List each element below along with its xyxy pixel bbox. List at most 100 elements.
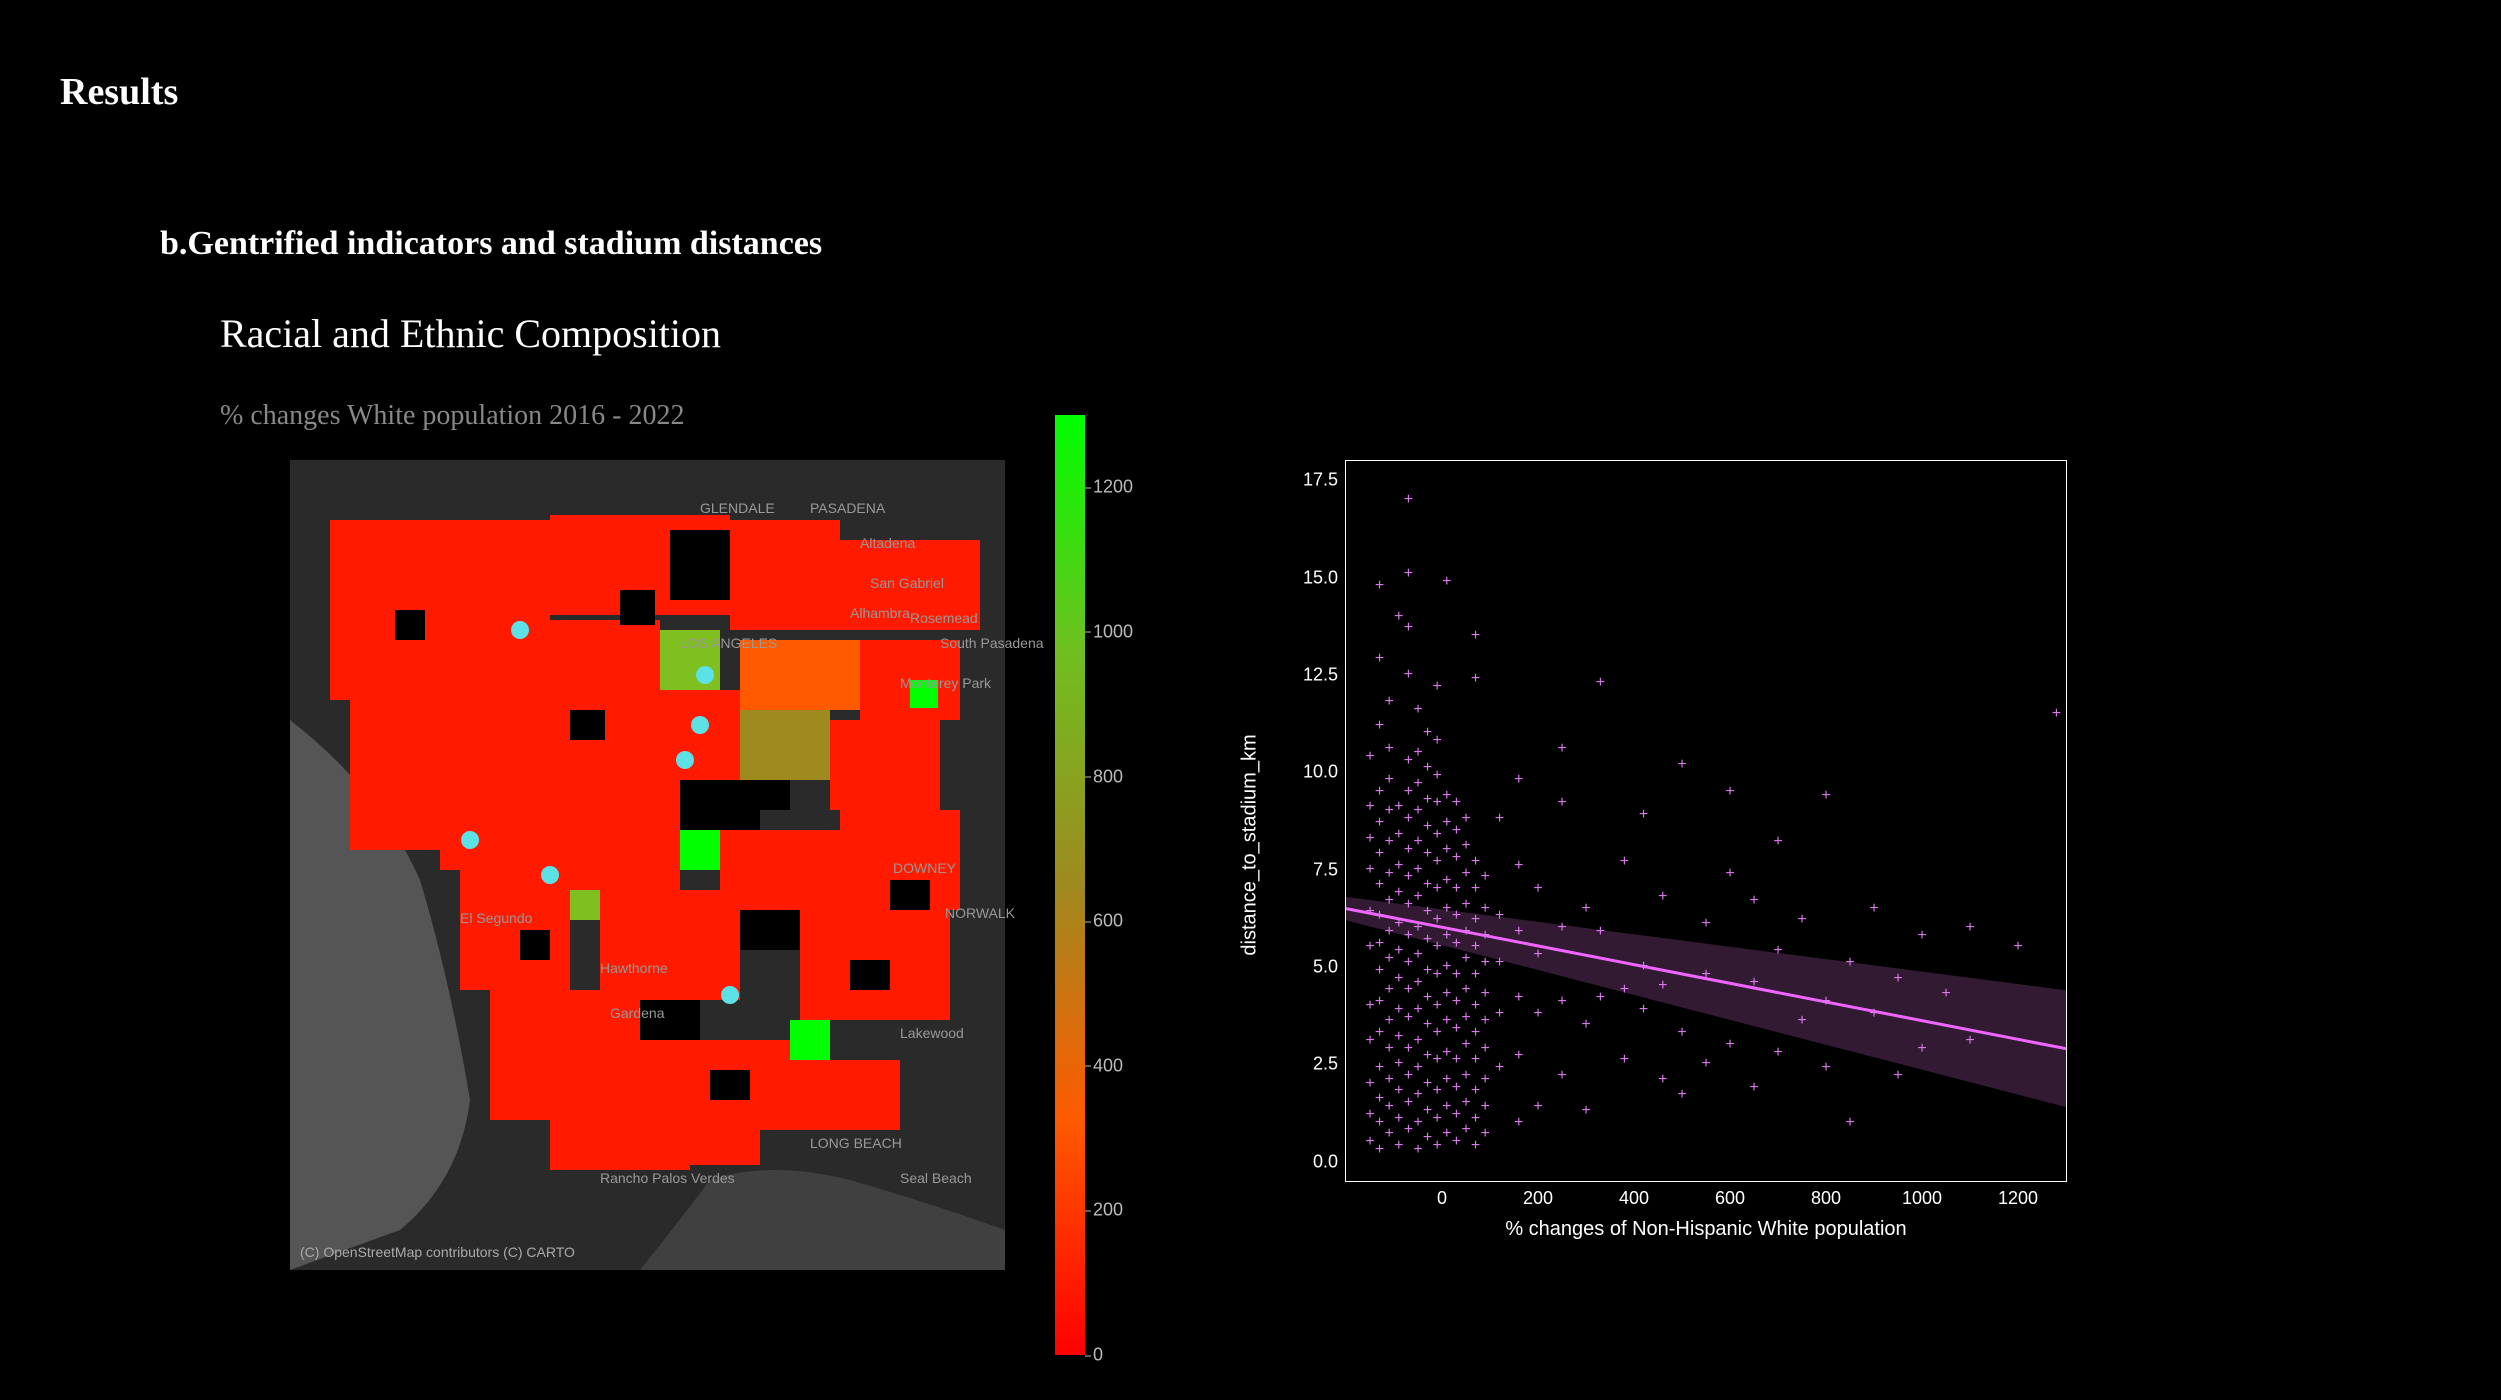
scatter-point: +	[1404, 666, 1413, 684]
tract	[680, 830, 720, 870]
scatter-point: +	[1413, 1001, 1422, 1019]
city-label: Lakewood	[900, 1025, 964, 1041]
stadium-marker	[511, 621, 529, 639]
scatter-point: +	[1385, 771, 1394, 789]
map-caption: % changes White population 2016 - 2022	[220, 400, 685, 432]
city-label: Seal Beach	[900, 1170, 972, 1186]
scatter-point: +	[1433, 1051, 1442, 1069]
city-label: Alhambra	[850, 605, 910, 621]
scatter-ytick: 10.0	[1296, 762, 1338, 783]
scatter-point: +	[1423, 759, 1432, 777]
scatter-point: +	[1404, 1009, 1413, 1027]
scatter-point: +	[1965, 919, 1974, 937]
tract	[460, 870, 570, 990]
scatter-point: +	[1385, 865, 1394, 883]
scatter-point: +	[1423, 931, 1432, 949]
scatter-point: +	[1452, 822, 1461, 840]
scatter-point: +	[1620, 1051, 1629, 1069]
scatter-point: +	[1461, 837, 1470, 855]
scatter-point: +	[1557, 1067, 1566, 1085]
scatter-point: +	[1596, 674, 1605, 692]
scatter-point: +	[1404, 981, 1413, 999]
scatter-point: +	[1557, 919, 1566, 937]
scatter-point: +	[1749, 974, 1758, 992]
scatter-point: +	[1471, 966, 1480, 984]
scatter-point: +	[1365, 830, 1374, 848]
scatter-point: +	[1452, 849, 1461, 867]
scatter-point: +	[1581, 1016, 1590, 1034]
scatter-point: +	[1365, 861, 1374, 879]
map-attribution: (C) OpenStreetMap contributors (C) CARTO	[300, 1244, 575, 1260]
scatter-point: +	[1413, 1086, 1422, 1104]
scatter-point: +	[1375, 1090, 1384, 1108]
scatter-point: +	[1365, 903, 1374, 921]
scatter-xlabel: % changes of Non-Hispanic White populati…	[1505, 1218, 1906, 1241]
scatter-point: +	[1433, 997, 1442, 1015]
city-label: LONG BEACH	[810, 1135, 902, 1151]
stadium-marker	[461, 831, 479, 849]
scatter-point: +	[1461, 865, 1470, 883]
scatter-point: +	[1404, 752, 1413, 770]
scatter-point: +	[1385, 740, 1394, 758]
scatter-point: +	[1471, 997, 1480, 1015]
scatter-point: +	[1423, 962, 1432, 980]
scatter-point: +	[1385, 1098, 1394, 1116]
tract	[395, 610, 425, 640]
scatter-point: +	[1394, 798, 1403, 816]
scatter-point: +	[1413, 775, 1422, 793]
scatter-point: +	[1452, 1051, 1461, 1069]
scatter-point: +	[1471, 1051, 1480, 1069]
scatter-point: +	[1423, 903, 1432, 921]
scatter-point: +	[1893, 970, 1902, 988]
scatter-point: +	[1461, 981, 1470, 999]
tract	[690, 1130, 760, 1165]
scatter-point: +	[1385, 923, 1394, 941]
scatter-point: +	[1413, 833, 1422, 851]
scatter-point: +	[1423, 845, 1432, 863]
scatter-point: +	[1394, 884, 1403, 902]
city-label: Gardena	[610, 1005, 664, 1021]
city-label: Hawthorne	[600, 960, 668, 976]
scatter-point: +	[1452, 966, 1461, 984]
scatter-point: +	[1442, 1044, 1451, 1062]
scatter-point: +	[1433, 880, 1442, 898]
scatter-point: +	[1442, 1012, 1451, 1030]
scatter-point: +	[1413, 861, 1422, 879]
tract	[830, 720, 940, 810]
scatter-point: +	[1404, 565, 1413, 583]
colorbar-tick: 1000	[1093, 621, 1133, 642]
scatter-point: +	[1639, 806, 1648, 824]
scatter-point: +	[1394, 915, 1403, 933]
scatter-point: +	[1461, 1067, 1470, 1085]
scatter-point: +	[1596, 923, 1605, 941]
scatter-point: +	[1404, 1067, 1413, 1085]
scatter-point: +	[1471, 880, 1480, 898]
scatter-point: +	[1365, 1106, 1374, 1124]
scatter-point: +	[1461, 810, 1470, 828]
colorbar: 020040060080010001200	[1055, 415, 1085, 1355]
scatter-point: +	[1394, 942, 1403, 960]
tract	[520, 930, 550, 960]
scatter-point: +	[1385, 981, 1394, 999]
scatter-point: +	[1433, 966, 1442, 984]
scatter-point: +	[1433, 1024, 1442, 1042]
scatter-point: +	[1365, 1075, 1374, 1093]
scatter-point: +	[1701, 915, 1710, 933]
scatter-panel: distance_to_stadium_km +++++++++++++++++…	[1260, 450, 2080, 1240]
scatter-point: +	[1917, 1040, 1926, 1058]
scatter-point: +	[1404, 896, 1413, 914]
scatter-point: +	[2052, 705, 2061, 723]
scatter-point: +	[1442, 1071, 1451, 1089]
city-label: San Gabriel	[870, 575, 944, 591]
scatter-point: +	[1481, 1125, 1490, 1143]
scatter-point: +	[1433, 732, 1442, 750]
scatter-point: +	[1869, 1005, 1878, 1023]
scatter-point: +	[1413, 1141, 1422, 1159]
scatter-point: +	[1557, 993, 1566, 1011]
scatter-point: +	[1461, 923, 1470, 941]
scatter-point: +	[1385, 1012, 1394, 1030]
scatter-ytick: 0.0	[1296, 1151, 1338, 1172]
scatter-point: +	[1375, 876, 1384, 894]
scatter-point: +	[1620, 853, 1629, 871]
scatter-point: +	[1495, 954, 1504, 972]
